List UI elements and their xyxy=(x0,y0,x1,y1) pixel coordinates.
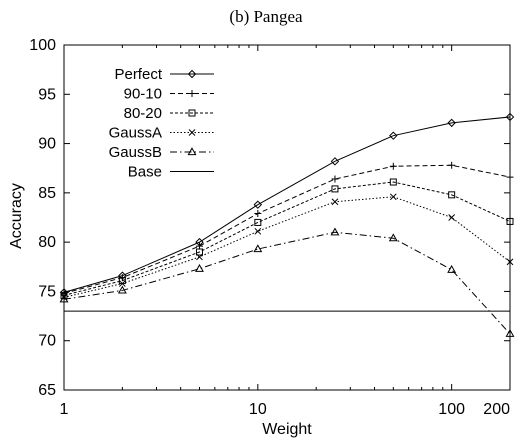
data-point-90-10 xyxy=(195,242,203,250)
legend-label-gaussb: GaussB xyxy=(109,144,162,161)
data-point-80-20 xyxy=(448,191,456,199)
y-axis-label: Accuracy xyxy=(8,183,25,249)
series-markers xyxy=(59,112,515,337)
data-point-gaussa xyxy=(118,280,126,287)
legend-label-90-10: 90-10 xyxy=(124,86,162,103)
data-point-80-20 xyxy=(389,178,397,186)
data-point-gaussb xyxy=(505,328,515,337)
legend-marker-80-20 xyxy=(188,109,196,117)
y-tick-label: 70 xyxy=(38,333,56,350)
series-lines xyxy=(63,116,511,335)
data-point-80-20 xyxy=(60,291,68,299)
legend-label-gaussa: GaussA xyxy=(109,125,162,142)
data-point-80-20 xyxy=(195,248,203,256)
legend-label-base: Base xyxy=(128,164,162,181)
data-point-gaussb xyxy=(59,294,69,303)
y-tick-label: 90 xyxy=(38,136,56,153)
data-point-gaussa xyxy=(448,214,456,221)
y-tick-label: 80 xyxy=(38,234,56,251)
data-point-90-10 xyxy=(331,175,339,183)
x-tick-label: 200 xyxy=(483,401,510,418)
plot-frame xyxy=(63,44,511,391)
data-point-gaussa xyxy=(506,258,514,266)
series-line-perfect xyxy=(63,116,511,293)
y-tick-label: 95 xyxy=(38,86,56,103)
data-point-gaussb xyxy=(330,227,340,236)
data-point-80-20 xyxy=(506,217,514,225)
data-point-gaussb xyxy=(253,244,263,253)
x-tick-label: 10 xyxy=(249,401,267,418)
data-point-perfect xyxy=(389,131,398,140)
y-tick-label: 65 xyxy=(38,382,56,399)
series-line-90-10 xyxy=(63,164,511,294)
series-line-gaussa xyxy=(63,196,511,298)
data-point-perfect xyxy=(330,157,340,166)
data-point-90-10 xyxy=(389,162,397,170)
data-point-gaussb xyxy=(195,263,204,272)
series-line-80-20 xyxy=(63,181,511,296)
data-point-gaussa xyxy=(389,193,397,201)
legend-marker-gaussb xyxy=(187,147,197,156)
data-point-gaussa xyxy=(254,227,262,235)
x-axis-label: Weight xyxy=(262,421,312,438)
x-tick-label: 100 xyxy=(438,401,465,418)
axes: 65 70 75 80 85 90 95 100 1 10 100 200 xyxy=(29,37,511,418)
legend: Perfect 90-10 80-20 GaussA GaussB Base xyxy=(109,66,214,181)
data-point-90-10 xyxy=(506,173,514,181)
x-tick-label: 1 xyxy=(60,401,69,418)
data-point-perfect xyxy=(447,118,456,128)
data-point-gaussa xyxy=(331,198,339,206)
data-point-gaussa xyxy=(196,253,203,261)
data-point-perfect xyxy=(253,200,263,209)
data-point-90-10 xyxy=(448,161,456,169)
data-point-80-20 xyxy=(331,185,339,193)
legend-label-80-20: 80-20 xyxy=(124,105,162,122)
legend-label-perfect: Perfect xyxy=(114,66,162,83)
legend-marker-90-10 xyxy=(188,90,196,97)
data-point-perfect xyxy=(505,112,515,122)
data-point-gaussb xyxy=(117,285,127,294)
data-point-gaussb xyxy=(447,264,457,273)
data-point-80-20 xyxy=(254,218,262,226)
y-tick-label: 100 xyxy=(29,37,56,54)
legend-marker-gaussa xyxy=(188,129,196,136)
legend-marker-perfect xyxy=(187,69,197,79)
chart-title: (b) Pangea xyxy=(229,7,303,26)
data-point-90-10 xyxy=(254,210,262,218)
series-line-gaussb xyxy=(63,231,511,335)
data-point-gaussb xyxy=(388,233,398,242)
y-tick-label: 75 xyxy=(38,283,56,300)
y-tick-label: 85 xyxy=(38,185,56,202)
